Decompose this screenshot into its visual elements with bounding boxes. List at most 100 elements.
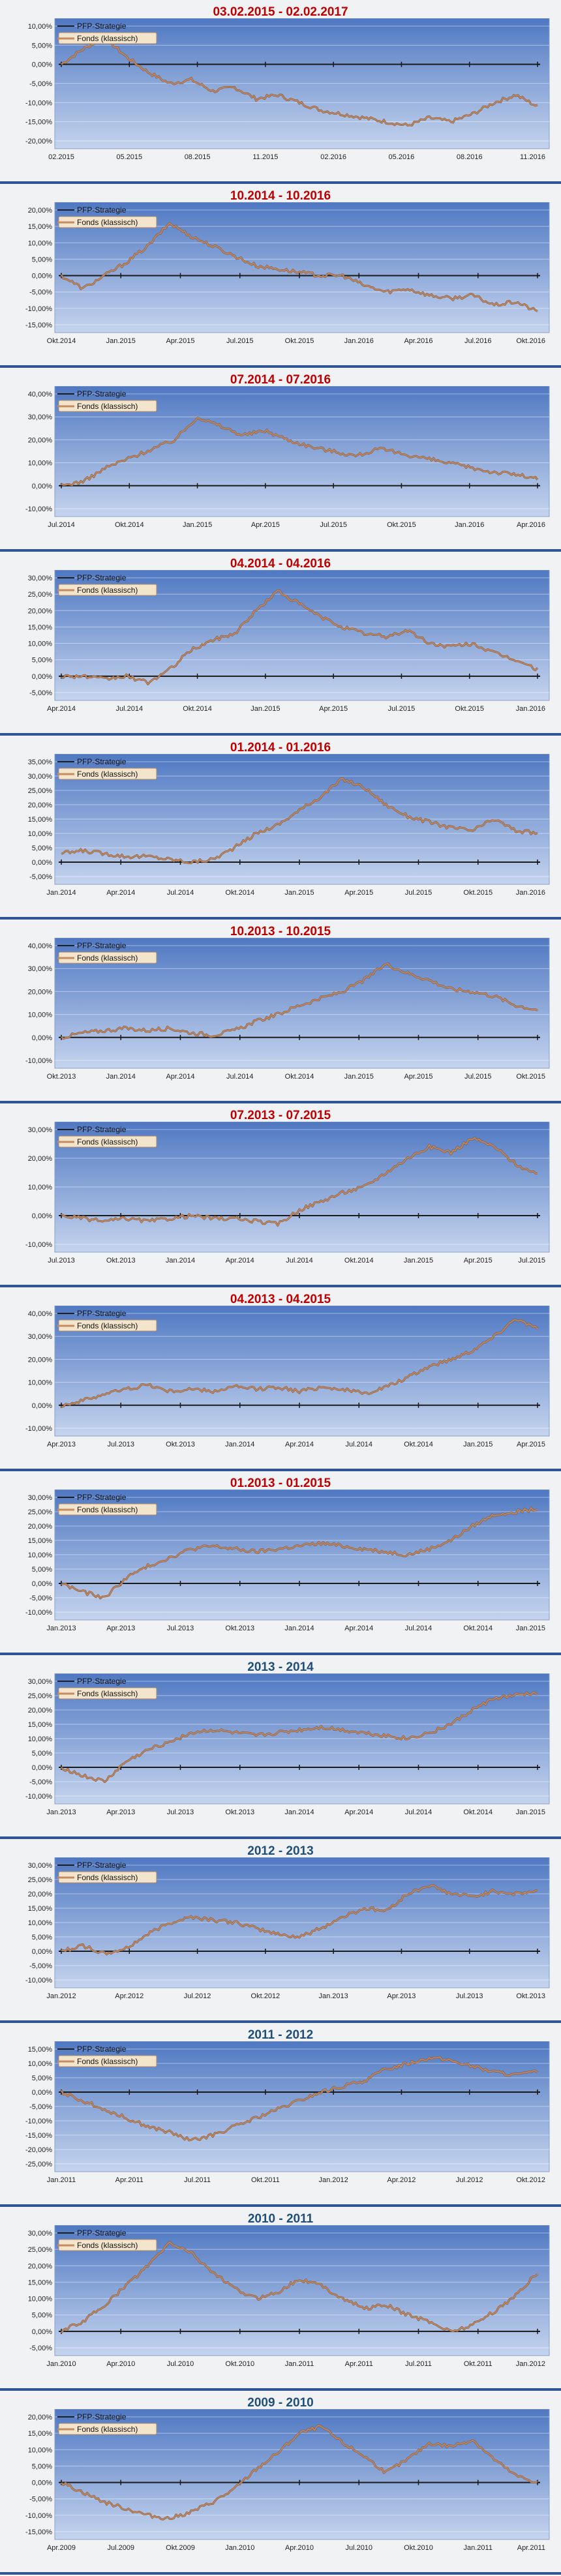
panel-separator xyxy=(0,2204,561,2207)
x-tick-label: Apr.2015 xyxy=(166,337,194,345)
y-tick-label: 30,00% xyxy=(28,773,53,781)
y-tick-label: 20,00% xyxy=(28,2262,53,2270)
chart-title: 07.2014 - 07.2016 xyxy=(230,373,331,387)
y-tick-label: 20,00% xyxy=(28,1155,53,1163)
x-tick-label: Okt.2010 xyxy=(225,2360,254,2368)
x-tick-label: Jan.2015 xyxy=(250,705,280,713)
x-tick-label: Jan.2016 xyxy=(455,521,484,529)
y-tick-label: 20,00% xyxy=(28,988,53,996)
chart-title: 2013 - 2014 xyxy=(247,1660,314,1674)
x-tick-label: Okt.2013 xyxy=(47,1073,76,1081)
y-tick-label: -5,00% xyxy=(29,80,52,88)
chart-title: 07.2013 - 07.2015 xyxy=(230,1109,331,1122)
x-tick-label: Apr.2015 xyxy=(404,1073,432,1081)
chart-panel: 04.2013 - 04.2015 -10,00% 0,00% 10,00% 20,00… xyxy=(0,1287,561,1471)
panel-separator xyxy=(0,917,561,920)
x-tick-label: Jan.2015 xyxy=(463,1441,493,1448)
x-tick-label: Okt.2014 xyxy=(344,1257,374,1265)
y-tick-label: 0,00% xyxy=(32,2089,52,2097)
legend-label-fund: Fonds (klassisch) xyxy=(77,218,138,227)
legend-label-strategy: PFP-Strategie xyxy=(77,22,127,31)
x-tick-label: Apr.2014 xyxy=(106,889,135,897)
y-tick-label: -10,00% xyxy=(25,2118,52,2125)
panel-separator xyxy=(0,1285,561,1287)
x-tick-label: Apr.2010 xyxy=(285,2544,314,2552)
x-tick-label: Jan.2016 xyxy=(516,705,545,713)
chart-title: 01.2013 - 01.2015 xyxy=(230,1476,331,1490)
y-tick-label: 0,00% xyxy=(32,1764,52,1772)
y-tick-label: 10,00% xyxy=(28,460,53,468)
y-tick-label: -10,00% xyxy=(25,1793,52,1801)
series-line-fund xyxy=(61,1137,538,1227)
y-tick-label: 5,00% xyxy=(32,2074,52,2082)
y-tick-label: 10,00% xyxy=(28,1919,53,1927)
y-tick-label: -10,00% xyxy=(25,305,52,313)
series-line-fund xyxy=(61,222,538,312)
x-tick-label: Jan.2011 xyxy=(285,2360,314,2368)
chart-title: 2009 - 2010 xyxy=(247,2396,314,2410)
chart-panel: 10.2013 - 10.2015 -10,00% 0,00% 10,00% 20,00… xyxy=(0,920,561,1103)
y-tick-label: -15,00% xyxy=(25,119,52,127)
x-tick-label: 05.2015 xyxy=(116,153,142,161)
x-tick-label: Jan.2015 xyxy=(344,1073,374,1081)
y-tick-label: -15,00% xyxy=(25,2528,52,2536)
chart-svg: -10,00% 0,00% 10,00% 20,00% 30,00% 40,00% Apr.… xyxy=(25,1306,550,1448)
chart-svg: -15,00% -10,00% -5,00% 0,00% 5,00% 10,00% 15,0… xyxy=(25,202,550,345)
chart-svg: -10,00% -5,00% 0,00% 5,00% 10,00% 15,00% 20,00… xyxy=(25,1857,550,2000)
x-tick-label: Jan.2014 xyxy=(166,1257,195,1265)
y-tick-label: 30,00% xyxy=(28,575,53,582)
legend: PFP-Strategie Fonds (klassisch) xyxy=(57,2228,157,2251)
y-tick-label: -10,00% xyxy=(25,505,52,513)
chart-panel: 07.2014 - 07.2016 -10,00% 0,00% 10,00% 20,00… xyxy=(0,368,561,552)
x-tick-label: Jul.2012 xyxy=(456,2176,483,2184)
legend: PFP-Strategie Fonds (klassisch) xyxy=(57,205,157,228)
x-tick-label: Okt.2015 xyxy=(455,705,484,713)
x-tick-label: Jul.2014 xyxy=(226,1073,254,1081)
y-tick-label: 5,00% xyxy=(32,1934,52,1941)
legend-label-fund: Fonds (klassisch) xyxy=(77,1689,138,1698)
x-tick-label: Jul.2010 xyxy=(345,2544,372,2552)
panel-separator xyxy=(0,2388,561,2391)
x-tick-label: Okt.2013 xyxy=(225,1808,254,1816)
legend: PFP-Strategie Fonds (klassisch) xyxy=(57,573,157,596)
series-line-fund xyxy=(61,2056,538,2141)
y-tick-label: 20,00% xyxy=(28,1707,53,1715)
chart-title: 10.2013 - 10.2015 xyxy=(230,925,331,938)
chart-svg: -10,00% 0,00% 10,00% 20,00% 30,00% Jul.2013 Ok… xyxy=(25,1122,550,1265)
legend-label-fund: Fonds (klassisch) xyxy=(77,1873,138,1882)
series-line-fund xyxy=(61,1691,538,1783)
legend: PFP-Strategie Fonds (klassisch) xyxy=(57,2412,157,2435)
y-tick-label: 10,00% xyxy=(28,1551,53,1559)
panel-separator xyxy=(0,1653,561,1655)
y-tick-label: -5,00% xyxy=(29,2496,52,2504)
panel-separator xyxy=(0,1469,561,1471)
y-tick-label: 10,00% xyxy=(28,830,53,838)
x-tick-label: Jan.2010 xyxy=(46,2360,76,2368)
chart-svg: -25,00% -20,00% -15,00% -10,00% -5,00% 0,00% 5… xyxy=(25,2041,550,2184)
x-tick-label: Jul.2015 xyxy=(320,521,347,529)
x-tick-label: Jan.2014 xyxy=(284,1625,314,1632)
x-tick-label: Jul.2014 xyxy=(48,521,75,529)
y-tick-label: 0,00% xyxy=(32,273,52,280)
x-tick-label: Jan.2016 xyxy=(344,337,374,345)
legend: PFP-Strategie Fonds (klassisch) xyxy=(57,941,157,964)
legend-label-fund: Fonds (klassisch) xyxy=(77,586,138,595)
y-tick-label: -25,00% xyxy=(25,2161,52,2168)
legend-label-fund: Fonds (klassisch) xyxy=(77,1505,138,1514)
x-tick-label: Jul.2014 xyxy=(405,1808,432,1816)
legend: PFP-Strategie Fonds (klassisch) xyxy=(57,1125,157,1148)
x-tick-label: Jan.2015 xyxy=(516,1625,545,1632)
y-tick-label: 5,00% xyxy=(32,42,52,50)
y-tick-label: 10,00% xyxy=(28,23,53,31)
y-tick-label: -10,00% xyxy=(25,1425,52,1433)
legend-label-fund: Fonds (klassisch) xyxy=(77,953,138,963)
x-tick-label: Jan.2014 xyxy=(284,1808,314,1816)
legend-label-strategy: PFP-Strategie xyxy=(77,1309,127,1318)
y-tick-label: -5,00% xyxy=(29,1962,52,1970)
y-tick-label: -10,00% xyxy=(25,1609,52,1617)
legend-label-fund: Fonds (klassisch) xyxy=(77,770,138,779)
chart-panel: 2010 - 2011 -5,00% 0,00% 5,00% 10,00% 15,00% 2… xyxy=(0,2207,561,2391)
x-tick-label: Jul.2014 xyxy=(345,1441,372,1448)
y-tick-label: 0,00% xyxy=(32,2479,52,2487)
